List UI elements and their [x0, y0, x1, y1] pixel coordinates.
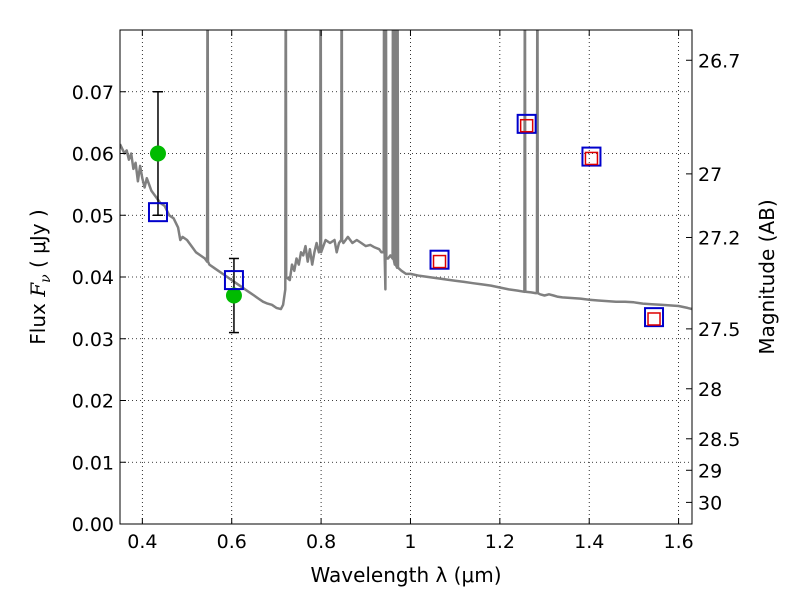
x-tick-label: 1 — [404, 531, 416, 553]
y-tick-label: 0.05 — [72, 205, 114, 227]
model-photometry-square — [223, 270, 244, 291]
y2-axis-title: Magnitude (AB) — [755, 199, 779, 354]
y-tick-label: 0.01 — [72, 452, 114, 474]
y-tick-label: 0.06 — [72, 144, 114, 166]
predicted-flux-square — [519, 118, 534, 133]
x-tick-label: 0.6 — [217, 531, 247, 553]
y-axis-title-subscript: ν — [38, 274, 54, 283]
y2-tick-label: 28.5 — [698, 429, 740, 451]
y2-tick-label: 26.7 — [698, 50, 740, 72]
axis-ticks: 0.4 0.6 0.8 1 1.2 1.4 1.6 0.00 0.01 0.02 0.03 0.04 0… — [72, 30, 740, 553]
predicted-flux-square — [432, 254, 447, 269]
y2-tick-label: 28 — [698, 379, 722, 401]
x-tick-label: 0.4 — [127, 531, 157, 553]
model-photometry-square — [429, 249, 450, 270]
y-tick-label: 0.02 — [72, 391, 114, 413]
y-axis-title-prefix: Flux — [26, 297, 50, 345]
y2-tick-label: 27 — [698, 164, 722, 186]
y2-tick-label: 27.5 — [698, 319, 740, 341]
predicted-flux-square — [647, 312, 661, 326]
model-photometry-square — [147, 202, 168, 223]
y-tick-label: 0.07 — [72, 82, 114, 104]
y-axis-title-symbol: F — [26, 282, 50, 298]
y-tick-label: 0.03 — [72, 329, 114, 351]
x-axis-title: Wavelength λ (μm) — [310, 563, 501, 587]
predicted-flux-square — [584, 151, 599, 166]
y2-tick-label: 27.2 — [698, 227, 740, 249]
model-photometry-square — [644, 307, 665, 328]
x-tick-label: 1.6 — [663, 531, 693, 553]
y-axis-title-suffix: ( μJy ) — [26, 209, 50, 274]
x-tick-label: 1.4 — [574, 531, 604, 553]
observed-flux-point — [149, 145, 166, 162]
y2-tick-label: 30 — [698, 492, 722, 514]
model-spectrum-line — [120, 30, 692, 311]
model-photometry-square — [516, 113, 537, 134]
observed-flux-point — [225, 287, 242, 304]
x-tick-label: 1.2 — [485, 531, 515, 553]
data-layer — [120, 30, 692, 334]
model-photometry-square — [581, 146, 602, 167]
y2-tick-label: 29 — [698, 460, 722, 482]
y-axis-title: Flux Fν ( μJy ) — [26, 209, 54, 344]
y-tick-label: 0.04 — [72, 267, 114, 289]
x-tick-label: 0.8 — [306, 531, 336, 553]
y-tick-label: 0.00 — [72, 514, 114, 536]
